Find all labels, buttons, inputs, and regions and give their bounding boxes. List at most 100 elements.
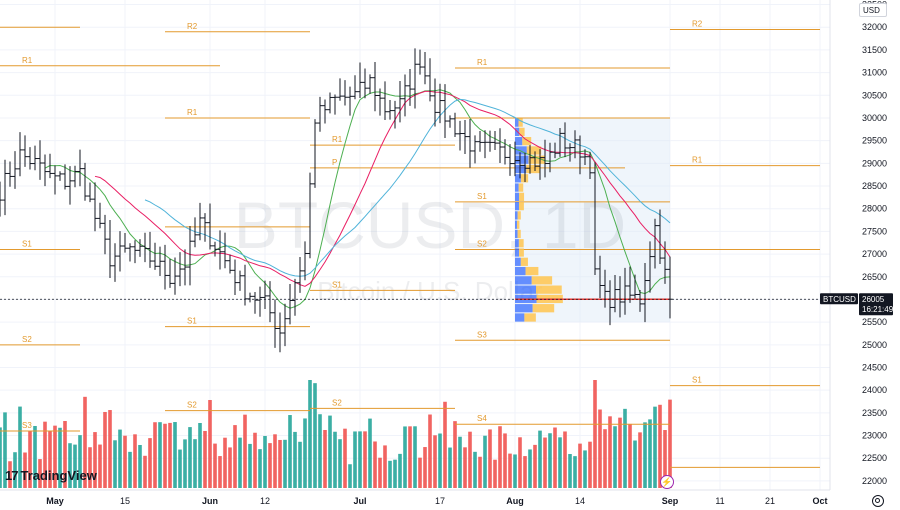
- price-axis-tick-label: 23500: [862, 408, 887, 418]
- volume-bar: [533, 444, 537, 488]
- moving-average-line: [94, 90, 671, 287]
- volume-bar: [498, 426, 502, 488]
- volume-bar: [383, 445, 387, 488]
- moving-average-line: [44, 89, 671, 309]
- volume-bar: [423, 447, 427, 488]
- time-axis-tick-label: 12: [260, 496, 270, 506]
- volume-bar: [198, 422, 202, 488]
- volume-profile-row: [515, 276, 532, 285]
- settings-gear-icon[interactable]: [872, 495, 884, 507]
- price-axis-tick-label: 25000: [862, 340, 887, 350]
- volume-bar: [343, 428, 347, 488]
- volume-profile-row: [528, 155, 546, 164]
- volume-bar: [178, 449, 182, 488]
- pivot-label: S3: [477, 330, 487, 339]
- volume-bar: [128, 451, 132, 488]
- volume-bar: [3, 412, 7, 488]
- volume-bar: [513, 454, 517, 488]
- volume-bar: [103, 411, 107, 488]
- time-axis[interactable]: May 15 Jun 12 Jul 17 Aug 14 Sep 11 21 Oct: [46, 496, 827, 506]
- price-axis-tick-label: 31500: [862, 45, 887, 55]
- volume-bar: [248, 443, 252, 488]
- tradingview-mark-icon: 17: [5, 468, 19, 483]
- volume-bar: [508, 453, 512, 488]
- volume-bar: [433, 435, 437, 488]
- volume-profile-row: [522, 137, 532, 146]
- volume-bar: [473, 451, 477, 488]
- volume-bar: [323, 429, 327, 488]
- price-axis-tick-label: 31000: [862, 68, 887, 78]
- volume-bar: [338, 439, 342, 488]
- volume-bar: [548, 433, 552, 488]
- time-axis-tick-label: Oct: [812, 496, 827, 506]
- ticker-price-tag: BTCUSD 26005 16:21:49: [820, 293, 894, 316]
- volume-profile-row: [515, 201, 520, 211]
- volume-bar: [613, 426, 617, 488]
- price-axis-tick-label: 25500: [862, 317, 887, 327]
- price-axis-tick-label: 29500: [862, 136, 887, 146]
- volume-bar: [303, 418, 307, 488]
- volume-bar: [623, 408, 627, 488]
- volume-bar: [183, 439, 187, 488]
- pivot-label: S2: [332, 398, 342, 407]
- volume-bar: [153, 422, 157, 488]
- volume-bar: [458, 436, 462, 488]
- volume-bar: [193, 439, 197, 488]
- volume-profile-row: [518, 183, 524, 192]
- volume-bar: [98, 444, 102, 488]
- ticker-symbol-label: BTCUSD: [823, 295, 856, 304]
- volume-profile-row: [518, 239, 524, 248]
- volume-profile-row: [515, 164, 527, 174]
- volume-profile-row: [515, 137, 523, 146]
- time-axis-tick-label: 11: [715, 496, 724, 506]
- volume-profile-row: [515, 146, 527, 155]
- tradingview-logo[interactable]: 17 TradingView: [5, 468, 97, 483]
- volume-bar: [78, 435, 82, 488]
- price-axis-tick-label: 29000: [862, 158, 887, 168]
- volume-bar: [38, 459, 42, 488]
- volume-bar: [413, 426, 417, 488]
- volume-bar: [398, 453, 402, 488]
- volume-bar: [558, 437, 562, 488]
- price-axis[interactable]: 3250032000315003100030500300002950029000…: [862, 0, 887, 486]
- price-axis-tick-label: 32000: [862, 22, 887, 32]
- volume-profile-row: [515, 266, 526, 276]
- currency-selector[interactable]: USD: [859, 3, 887, 17]
- pivot-label: S2: [22, 335, 32, 344]
- volume-bar: [293, 431, 297, 488]
- volume-profile-row: [526, 146, 542, 155]
- volume-profile-row: [515, 183, 519, 192]
- pivot-label: S2: [187, 401, 197, 410]
- volume-profile-row: [515, 285, 537, 294]
- time-axis-tick-label: 14: [575, 496, 585, 506]
- pivot-label: R2: [692, 19, 703, 28]
- volume-bar: [0, 427, 2, 488]
- volume-bar: [238, 437, 242, 488]
- volume-bar: [483, 435, 487, 488]
- lightning-icon[interactable]: ⚡: [660, 475, 674, 489]
- volume-bar: [138, 444, 142, 488]
- volume-profile-row: [515, 192, 520, 201]
- volume-profile-row: [515, 257, 521, 266]
- price-axis-tick-label: 28000: [862, 204, 887, 214]
- volume-profile-row: [517, 211, 521, 220]
- volume-bar: [288, 415, 292, 488]
- price-axis-tick-label: 27500: [862, 226, 887, 236]
- volume-bar: [88, 447, 92, 488]
- time-axis-tick-label: 17: [435, 496, 445, 506]
- pivot-label: S4: [477, 414, 487, 423]
- volume-bar: [48, 431, 52, 488]
- volume-profile-row: [525, 266, 539, 276]
- volume-bar: [643, 422, 647, 488]
- pivot-label: R2: [187, 22, 198, 31]
- volume-bar: [468, 431, 472, 488]
- volume-bar: [263, 435, 267, 488]
- volume-profile-row: [532, 304, 555, 313]
- time-axis-tick-label: 15: [120, 496, 130, 506]
- volume-bar: [83, 396, 87, 488]
- pivot-label: S1: [22, 240, 32, 249]
- price-axis-tick-label: 27000: [862, 249, 887, 259]
- volume-bar: [18, 406, 22, 488]
- volume-bar: [588, 441, 592, 488]
